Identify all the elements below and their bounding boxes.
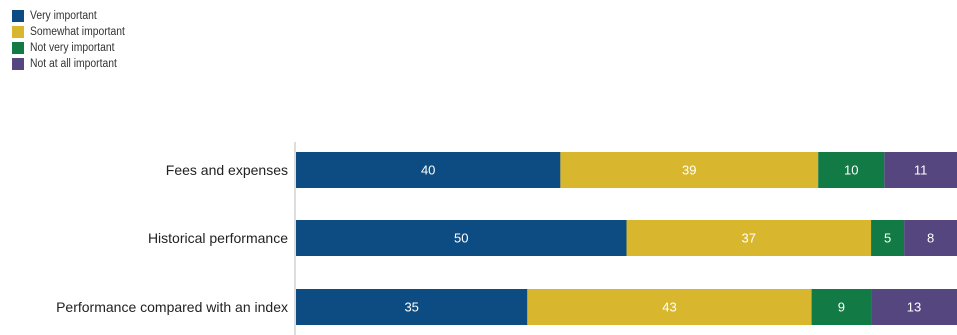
legend-swatch-somewhat-important bbox=[12, 25, 24, 38]
bar-performance-compared-with-an-index-not-at-all-important bbox=[871, 289, 957, 325]
data-label-performance-compared-with-an-index-very-important: 35 bbox=[404, 300, 418, 315]
category-label-historical-performance: Historical performance bbox=[148, 230, 288, 246]
bar-fees-and-expenses-not-very-important bbox=[818, 152, 885, 188]
data-label-performance-compared-with-an-index-somewhat-important: 43 bbox=[662, 300, 676, 315]
bar-historical-performance-very-important bbox=[296, 220, 627, 256]
bar-performance-compared-with-an-index-not-very-important bbox=[811, 289, 872, 325]
data-label-performance-compared-with-an-index-not-very-important: 9 bbox=[838, 300, 845, 315]
category-label-performance-compared-with-an-index: Performance compared with an index bbox=[56, 299, 288, 315]
data-label-historical-performance-not-at-all-important: 8 bbox=[927, 231, 934, 246]
bar-fees-and-expenses-somewhat-important bbox=[560, 152, 819, 188]
data-label-fees-and-expenses-somewhat-important: 39 bbox=[682, 163, 696, 178]
data-label-fees-and-expenses-not-at-all-important: 11 bbox=[914, 163, 928, 178]
data-label-fees-and-expenses-not-very-important: 10 bbox=[844, 163, 858, 178]
legend-item-not-at-all-important: Not at all important bbox=[12, 56, 135, 71]
bar-performance-compared-with-an-index-somewhat-important bbox=[527, 289, 812, 325]
bar-fees-and-expenses-very-important bbox=[296, 152, 561, 188]
legend-item-not-very-important: Not very important bbox=[12, 40, 135, 55]
bar-historical-performance-not-at-all-important bbox=[904, 220, 957, 256]
legend-label-very-important: Very important bbox=[30, 9, 97, 22]
legend-label-somewhat-important: Somewhat important bbox=[30, 25, 125, 38]
data-label-fees-and-expenses-very-important: 40 bbox=[421, 163, 435, 178]
bar-performance-compared-with-an-index-very-important bbox=[296, 289, 528, 325]
legend-swatch-very-important bbox=[12, 9, 24, 22]
legend-label-not-at-all-important: Not at all important bbox=[30, 57, 117, 70]
data-label-historical-performance-not-very-important: 5 bbox=[884, 231, 891, 246]
legend-swatch-not-very-important bbox=[12, 41, 24, 54]
legend-item-somewhat-important: Somewhat important bbox=[12, 24, 135, 39]
legend-label-not-very-important: Not very important bbox=[30, 41, 115, 54]
bar-historical-performance-somewhat-important bbox=[626, 220, 872, 256]
data-label-performance-compared-with-an-index-not-at-all-important: 13 bbox=[907, 300, 921, 315]
legend-item-very-important: Very important bbox=[12, 8, 135, 23]
data-label-historical-performance-somewhat-important: 37 bbox=[742, 231, 756, 246]
category-label-fees-and-expenses: Fees and expenses bbox=[166, 162, 288, 178]
legend-swatch-not-at-all-important bbox=[12, 57, 24, 70]
data-label-historical-performance-very-important: 50 bbox=[454, 231, 468, 246]
legend: Very important Somewhat important Not ve… bbox=[12, 8, 135, 72]
bar-fees-and-expenses-not-at-all-important bbox=[884, 152, 957, 188]
bar-historical-performance-not-very-important bbox=[871, 220, 905, 256]
